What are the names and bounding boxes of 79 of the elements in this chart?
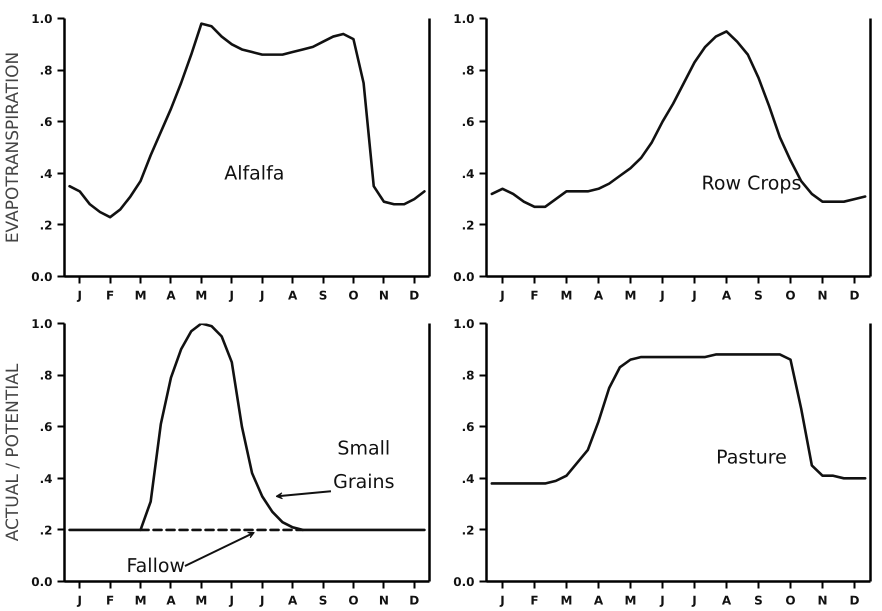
x-tick-label: J <box>76 594 82 608</box>
x-tick-label: S <box>754 288 763 302</box>
x-tick-label: A <box>166 594 176 608</box>
x-tick-label: D <box>850 288 860 302</box>
x-tick-label: M <box>195 594 208 608</box>
x-tick-label: D <box>409 288 420 302</box>
x-tick-label: A <box>594 594 604 608</box>
x-tick-label: J <box>76 288 82 302</box>
x-tick-label: A <box>722 288 732 302</box>
x-tick-label: N <box>817 288 828 302</box>
x-tick-label: M <box>134 288 147 302</box>
x-tick-label: M <box>560 288 572 302</box>
y-tick-label: 1.0 <box>31 317 53 331</box>
y-tick-label: .6 <box>40 420 53 434</box>
x-tick-label: M <box>560 594 572 608</box>
x-tick-label: A <box>288 288 298 302</box>
x-tick-label: J <box>228 288 234 302</box>
y-tick-label: .4 <box>40 472 53 486</box>
x-tick-label: M <box>624 288 636 302</box>
y-tick-label: 0.0 <box>453 270 475 284</box>
x-tick-label: J <box>499 288 505 302</box>
x-tick-label: O <box>348 594 359 608</box>
y-tick-label: .8 <box>40 64 53 78</box>
x-tick-label: J <box>499 594 505 608</box>
x-tick-label: F <box>530 288 539 302</box>
x-tick-label: A <box>722 594 732 608</box>
y-tick-label: 0.0 <box>31 270 53 284</box>
x-tick-label: O <box>785 288 796 302</box>
series-label: Pasture <box>716 446 787 469</box>
x-tick-label: O <box>348 288 359 302</box>
x-tick-label: F <box>106 594 114 608</box>
y-tick-label: .6 <box>40 115 53 130</box>
x-tick-label: J <box>258 594 264 608</box>
x-tick-label: S <box>318 594 328 608</box>
x-tick-label: A <box>594 288 604 302</box>
series-label: Small Grains <box>333 438 395 494</box>
y-tick-label: 0.0 <box>31 575 53 589</box>
text: Alfalfa <box>224 162 284 184</box>
x-tick-label: F <box>106 288 114 302</box>
y-tick-label: 0.0 <box>453 575 475 589</box>
x-tick-label: D <box>850 594 860 608</box>
series-label: Fallow <box>126 555 186 578</box>
x-tick-label: M <box>134 594 147 608</box>
x-tick-label: J <box>691 594 697 608</box>
x-tick-label: J <box>659 288 665 302</box>
y-axis-title: EVAPOTRANSPIRATION <box>3 52 24 244</box>
series-label: Row Crops <box>702 172 802 195</box>
x-tick-label: J <box>258 288 264 302</box>
y-tick-label: 1.0 <box>453 317 475 331</box>
y-tick-label: .6 <box>462 420 475 434</box>
x-tick-label: J <box>659 594 665 608</box>
x-tick-label: A <box>166 288 176 302</box>
y-tick-label: .4 <box>40 166 53 181</box>
x-tick-label: F <box>530 594 539 608</box>
y-axis-title: ACTUAL / POTENTIAL <box>3 363 24 542</box>
y-tick-label: .2 <box>462 218 475 232</box>
x-tick-label: S <box>754 594 763 608</box>
y-tick-label: .6 <box>462 115 475 130</box>
x-tick-label: M <box>624 594 636 608</box>
y-tick-label: .4 <box>462 472 475 486</box>
y-tick-label: .8 <box>462 64 475 78</box>
y-tick-label: .8 <box>40 368 53 383</box>
x-tick-label: N <box>378 288 389 302</box>
x-tick-label: J <box>691 288 697 302</box>
y-tick-label: .4 <box>462 166 475 181</box>
y-tick-label: .2 <box>462 523 475 538</box>
y-tick-label: 1.0 <box>453 12 475 26</box>
y-tick-label: .2 <box>40 523 53 538</box>
x-tick-label: D <box>409 594 420 608</box>
x-tick-label: N <box>378 594 389 608</box>
x-tick-label: M <box>195 288 208 302</box>
x-tick-label: A <box>288 594 298 608</box>
y-tick-label: 1.0 <box>31 12 53 26</box>
y-tick-label: .8 <box>462 368 475 383</box>
x-tick-label: N <box>817 594 828 608</box>
x-tick-label: S <box>318 288 328 302</box>
x-tick-label: O <box>785 594 796 608</box>
x-tick-label: J <box>228 594 234 608</box>
y-tick-label: .2 <box>40 218 53 232</box>
